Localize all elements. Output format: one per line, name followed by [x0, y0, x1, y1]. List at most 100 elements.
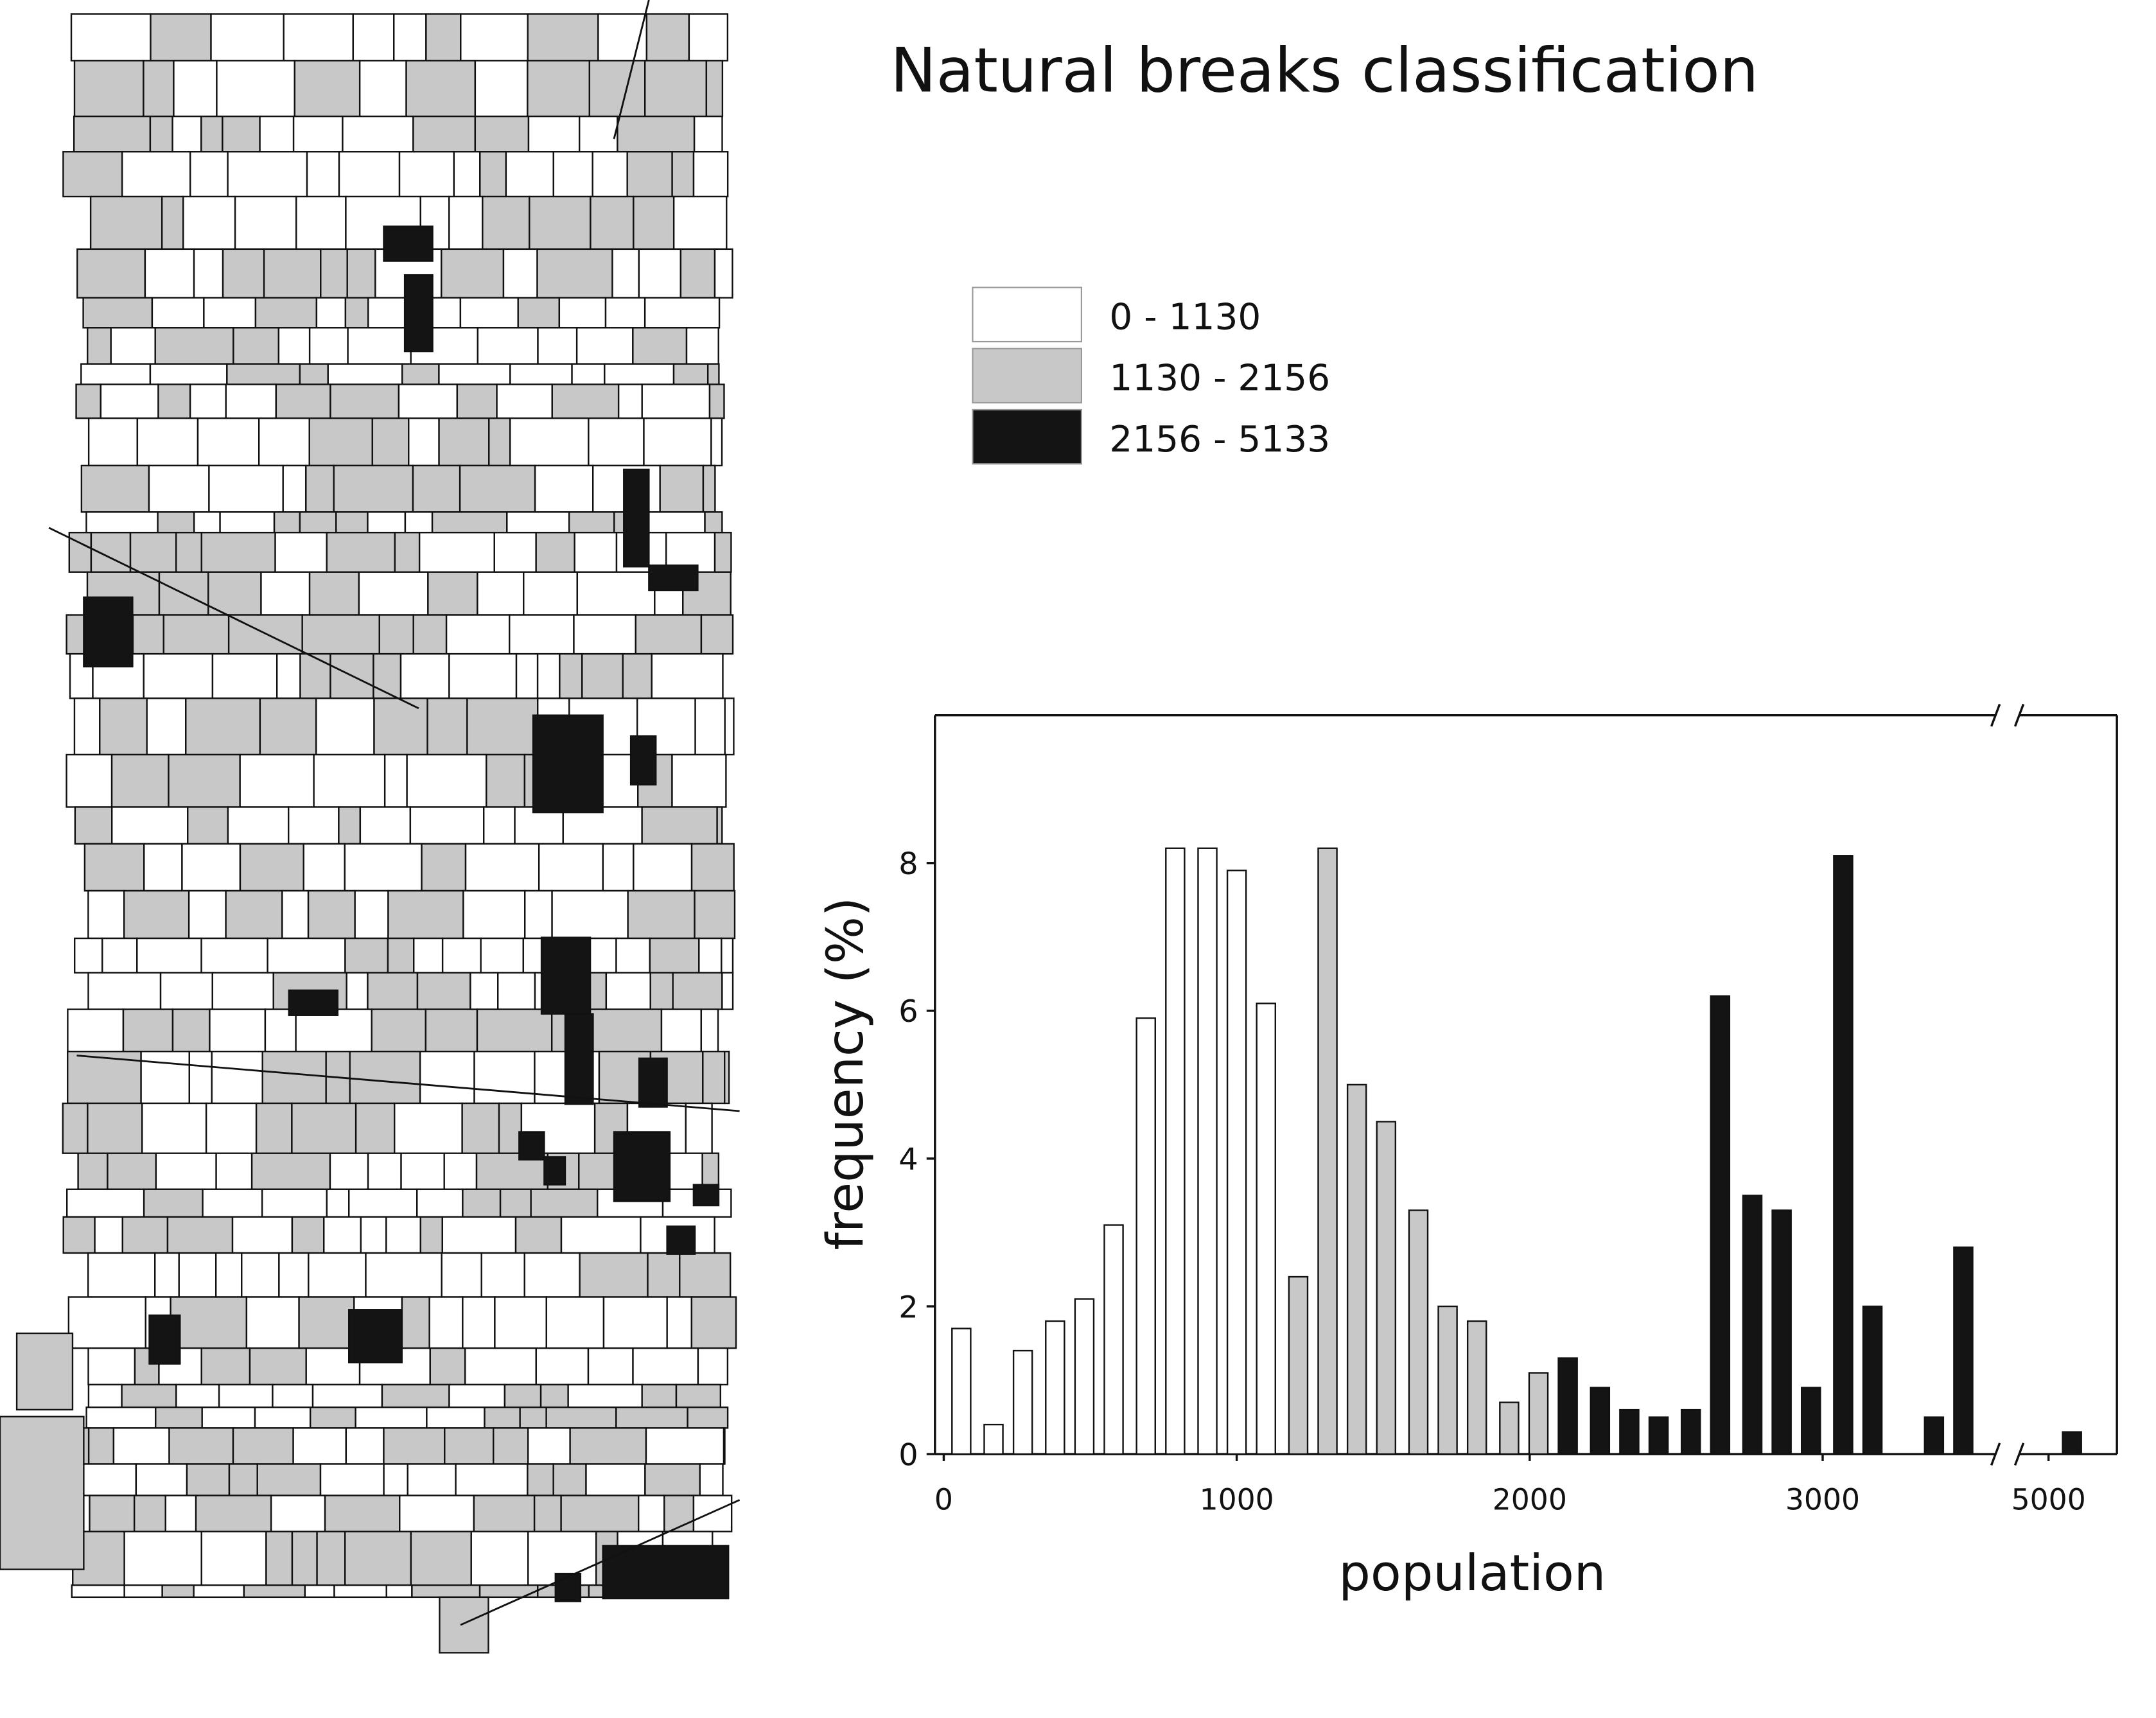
tract	[538, 843, 604, 892]
road	[613, 0, 650, 139]
tract	[349, 1050, 421, 1105]
tract	[132, 614, 165, 655]
tract	[291, 1530, 318, 1586]
tract	[692, 1494, 733, 1532]
tract	[62, 1102, 89, 1154]
legend-label: 1130 - 2156	[1109, 358, 1330, 399]
tract	[344, 937, 389, 974]
tract	[647, 1252, 681, 1298]
tract	[421, 843, 467, 892]
tract	[200, 937, 268, 974]
tract	[227, 151, 308, 198]
tract	[588, 1008, 663, 1053]
tract	[222, 248, 265, 299]
tract	[401, 1296, 430, 1349]
tract	[410, 1530, 472, 1586]
tract	[635, 614, 703, 655]
tract	[579, 1252, 649, 1298]
bar	[1346, 1083, 1367, 1455]
tract	[123, 890, 190, 940]
tract	[679, 248, 716, 299]
tract	[443, 1152, 478, 1190]
tract	[498, 1102, 523, 1154]
tract	[110, 327, 156, 365]
tract	[671, 753, 727, 808]
tract	[699, 1463, 724, 1496]
tract	[617, 115, 696, 153]
tract	[151, 297, 205, 329]
tract	[189, 151, 229, 198]
tract	[675, 1383, 722, 1408]
tract	[406, 753, 487, 808]
tract	[573, 614, 637, 655]
histogram: 0 - 1130 1130 - 2156 2156 - 5133 0 2 4 6 8 0 1000…	[898, 286, 2118, 1517]
tract	[473, 1050, 536, 1105]
tract	[383, 1463, 408, 1496]
tract	[575, 327, 634, 365]
tract	[245, 1296, 300, 1349]
tract	[181, 843, 241, 892]
tract	[171, 1008, 211, 1053]
tract	[291, 1102, 357, 1154]
bar	[1833, 855, 1854, 1455]
tract	[107, 1152, 157, 1190]
tract	[482, 195, 530, 250]
tract	[193, 511, 221, 534]
tract	[527, 1463, 554, 1496]
tract	[708, 383, 725, 419]
bar	[1710, 995, 1731, 1455]
tract	[358, 60, 407, 118]
tract	[70, 13, 152, 62]
tract	[74, 806, 113, 845]
tract	[428, 1296, 464, 1349]
tract	[209, 1008, 267, 1053]
axis-break	[2013, 1442, 2025, 1466]
tract	[346, 972, 369, 1010]
tract	[418, 532, 496, 573]
tract	[161, 1584, 195, 1599]
tract	[502, 248, 538, 299]
tract	[347, 327, 412, 365]
tract	[327, 363, 403, 385]
tract	[460, 13, 529, 62]
tract	[539, 1383, 569, 1408]
tract	[484, 1407, 521, 1429]
tract	[333, 464, 414, 513]
tract	[403, 274, 434, 353]
tract	[514, 1216, 563, 1254]
tract	[200, 1347, 251, 1386]
tract	[648, 564, 699, 592]
tract	[288, 989, 339, 1016]
tract	[67, 1296, 146, 1349]
tract	[205, 1102, 258, 1154]
tract	[241, 1252, 280, 1298]
tract	[149, 363, 228, 385]
tract	[143, 843, 183, 892]
tract	[371, 1008, 427, 1053]
tract	[148, 464, 210, 513]
tract	[579, 115, 618, 153]
tract	[438, 363, 511, 385]
bar	[1557, 1357, 1578, 1455]
bar	[1680, 1408, 1701, 1455]
tract	[310, 1407, 356, 1429]
tract	[587, 1347, 634, 1386]
tract	[560, 1216, 642, 1254]
tract	[651, 653, 724, 699]
tract	[178, 1252, 217, 1298]
tract	[641, 383, 711, 419]
tract	[344, 297, 369, 329]
tract	[704, 511, 723, 534]
tract	[588, 417, 645, 467]
tract	[401, 363, 440, 385]
tract	[260, 571, 311, 616]
tract	[554, 1572, 582, 1602]
tract	[299, 363, 329, 385]
tract	[448, 1383, 506, 1408]
tract	[480, 937, 525, 974]
tract	[426, 697, 468, 756]
tract	[150, 13, 212, 62]
bar	[1924, 1416, 1945, 1455]
tract	[71, 1584, 125, 1599]
tract	[276, 653, 301, 699]
